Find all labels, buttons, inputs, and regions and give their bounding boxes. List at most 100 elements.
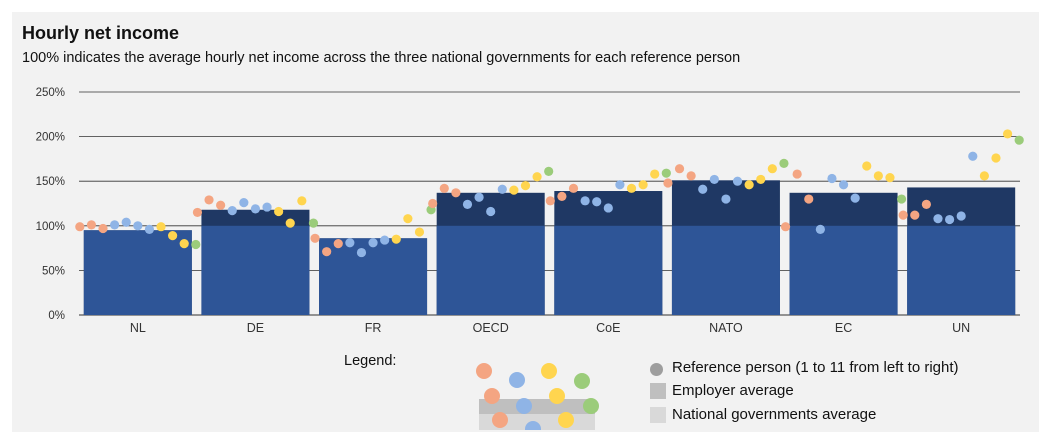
reference-person-point [873, 171, 883, 181]
reference-person-point [709, 174, 719, 185]
legend-sample-point [484, 388, 500, 404]
reference-person-point [462, 199, 473, 209]
reference-person-point [391, 234, 401, 244]
reference-person-point [557, 191, 567, 201]
reference-person-point [133, 221, 143, 231]
x-tick-label: EC [835, 321, 852, 335]
x-tick-label: CoE [596, 321, 620, 335]
reference-person-point [944, 214, 955, 225]
reference-person-point [356, 247, 367, 258]
chart-panel: Hourly net income 100% indicates the ave… [12, 12, 1039, 432]
reference-person-point [780, 222, 791, 232]
legend-sample-point [541, 363, 557, 379]
reference-person-point [933, 214, 943, 224]
reference-person-point [204, 195, 214, 205]
legend-sample-point [549, 388, 565, 404]
reference-person-point [921, 199, 931, 209]
reference-person-point [179, 239, 189, 249]
national-average-bar [907, 225, 1016, 315]
reference-person-point [827, 173, 837, 184]
reference-person-point [144, 224, 155, 234]
reference-person-point [345, 238, 355, 248]
reference-person-point [744, 180, 754, 190]
reference-person-point [896, 194, 907, 204]
national-average-bar [554, 225, 663, 315]
reference-person-point [520, 181, 531, 191]
chart-subtitle: 100% indicates the average hourly net in… [22, 50, 741, 66]
reference-person-point [380, 235, 390, 245]
reference-person-point [885, 173, 895, 183]
reference-person-point [674, 164, 685, 174]
reference-person-point [956, 211, 966, 221]
x-tick-label: OECD [473, 321, 509, 335]
reference-person-point [333, 239, 343, 249]
x-tick-label: NATO [709, 321, 743, 335]
legend-reference-person-label: Reference person (1 to 11 from left to r… [672, 359, 959, 376]
reference-person-point [850, 193, 860, 203]
reference-person-point [509, 185, 519, 195]
legend-title: Legend: [344, 353, 397, 369]
legend-employer-label: Employer average [672, 382, 794, 399]
reference-person-point [227, 206, 237, 216]
national-average-bar [789, 225, 898, 315]
reference-person-point [428, 198, 438, 209]
reference-person-point [497, 184, 507, 194]
x-tick-label: FR [365, 321, 382, 335]
reference-person-point [638, 180, 648, 190]
reference-person-point [414, 227, 425, 237]
reference-person-point [168, 231, 178, 241]
reference-person-point [285, 218, 295, 228]
reference-person-point [192, 207, 203, 218]
reference-person-point [368, 238, 378, 248]
reference-person-point [86, 220, 97, 230]
reference-person-point [1002, 129, 1013, 139]
y-tick-label: 50% [42, 265, 65, 277]
legend-sample-point [583, 398, 599, 414]
reference-person-point [779, 158, 789, 168]
national-average-bar [671, 225, 780, 315]
reference-person-point [663, 178, 673, 188]
national-average-bar [201, 225, 310, 315]
y-tick-label: 0% [48, 310, 65, 322]
legend-national-swatch [650, 407, 666, 423]
reference-person-point [991, 153, 1001, 163]
reference-person-point [451, 188, 461, 198]
x-tick-label: UN [952, 321, 970, 335]
legend-sample-point [509, 372, 525, 388]
reference-person-point [603, 203, 613, 213]
reference-person-point [274, 206, 284, 217]
reference-person-point [156, 222, 166, 232]
reference-person-point [439, 183, 449, 193]
reference-person-point [838, 180, 849, 190]
reference-person-point [191, 239, 201, 250]
reference-person-point [239, 198, 249, 208]
reference-person-point [486, 206, 496, 217]
reference-person-point [544, 166, 554, 176]
reference-person-point [98, 223, 108, 234]
bar-chart: 0% 50% 100% 150% 200% 250% NL DE FR OECD CoE NATO EC… [36, 87, 1024, 335]
legend-sample-point [525, 421, 541, 430]
reference-person-point [1014, 135, 1024, 145]
reference-person-point [297, 196, 307, 206]
y-tick-label: 100% [36, 221, 65, 233]
reference-person-point [898, 210, 908, 220]
reference-person-point [910, 210, 920, 220]
reference-person-point [532, 172, 542, 182]
reference-person-point [815, 224, 825, 234]
legend-employer-swatch [650, 383, 666, 399]
legend-reference-person-marker [650, 363, 663, 376]
reference-person-point [626, 183, 637, 193]
reference-person-point [250, 204, 261, 214]
reference-person-point [804, 194, 814, 204]
reference-person-point [661, 168, 671, 178]
chart-title: Hourly net income [22, 23, 180, 43]
national-average-bar [319, 238, 428, 315]
legend-sample-point [558, 412, 574, 428]
x-tick-label: NL [130, 321, 146, 335]
reference-person-point [968, 151, 978, 161]
reference-person-point [216, 200, 226, 210]
reference-person-point [308, 218, 319, 228]
reference-person-point [403, 214, 413, 224]
reference-person-point [979, 171, 989, 181]
legend-sample-point [492, 412, 508, 428]
